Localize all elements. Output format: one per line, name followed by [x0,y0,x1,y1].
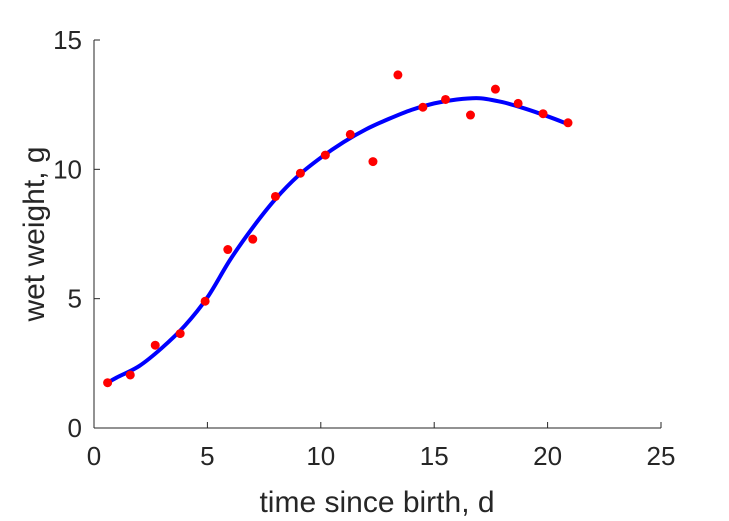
y-tick-label: 0 [68,413,82,443]
ticks: 0 5 10 15 20 25 0 5 10 15 [53,25,675,471]
fit-layer [106,96,569,385]
x-tick-label: 25 [647,441,676,471]
x-axis-label: time since birth, d [259,486,494,519]
data-point [150,340,160,350]
y-axis-label: wet weight, g [18,146,51,322]
y-tick-label: 15 [53,25,82,55]
x-tick-label: 20 [533,441,562,471]
axes [93,40,661,429]
points-layer [103,70,573,388]
y-tick-label: 5 [68,284,82,314]
data-point [320,150,330,160]
data-point [103,378,113,388]
fit-curve [106,96,569,385]
x-tick-label: 10 [306,441,335,471]
data-point [345,129,355,139]
data-point [248,234,258,244]
data-point [125,370,135,380]
data-point [368,157,378,167]
data-point [513,98,523,108]
data-point [223,245,233,255]
x-tick-label: 5 [200,441,214,471]
data-point [441,94,451,104]
x-tick-label: 15 [420,441,449,471]
data-point [465,110,475,120]
data-point [295,168,305,178]
data-point [490,84,500,94]
data-point [270,191,280,201]
x-tick-label: 0 [87,441,101,471]
data-point [200,296,210,306]
data-point [175,329,185,339]
y-tick-label: 10 [53,154,82,184]
data-point [418,102,428,112]
data-point [393,70,403,80]
data-point [538,109,548,119]
data-point [563,118,573,128]
